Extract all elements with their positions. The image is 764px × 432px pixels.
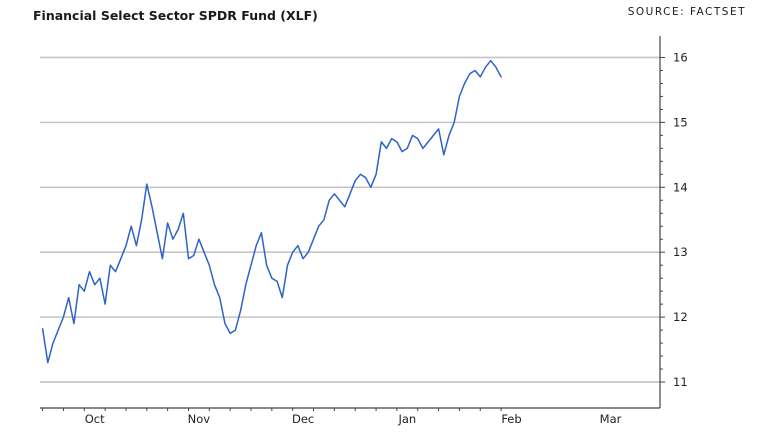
- y-axis-tick-labels: 11 12 13 14 15 16: [673, 50, 688, 389]
- chart-title: Financial Select Sector SPDR Fund (XLF): [33, 8, 318, 23]
- y-tick-label-11: 11: [673, 375, 688, 389]
- x-tick-label-feb: Feb: [501, 412, 521, 426]
- source-label: SOURCE: FACTSET: [627, 6, 746, 18]
- y-tick-label-12: 12: [673, 310, 688, 324]
- x-tick-label-nov: Nov: [188, 412, 211, 426]
- x-tick-label-mar: Mar: [600, 412, 622, 426]
- y-tick-label-16: 16: [673, 50, 688, 64]
- grid-lines: [40, 56, 660, 383]
- y-tick-label-13: 13: [673, 245, 688, 259]
- x-tick-label-dec: Dec: [292, 412, 314, 426]
- y-tick-label-14: 14: [673, 180, 688, 194]
- x-axis-tick-labels: Oct Nov Dec Jan Feb Mar: [85, 412, 622, 426]
- price-series: [41, 59, 502, 364]
- y-tick-label-15: 15: [673, 115, 688, 129]
- series-line-0: [41, 59, 502, 364]
- x-tick-label-jan: Jan: [397, 412, 416, 426]
- x-tick-label-oct: Oct: [85, 412, 105, 426]
- axes: [40, 36, 665, 411]
